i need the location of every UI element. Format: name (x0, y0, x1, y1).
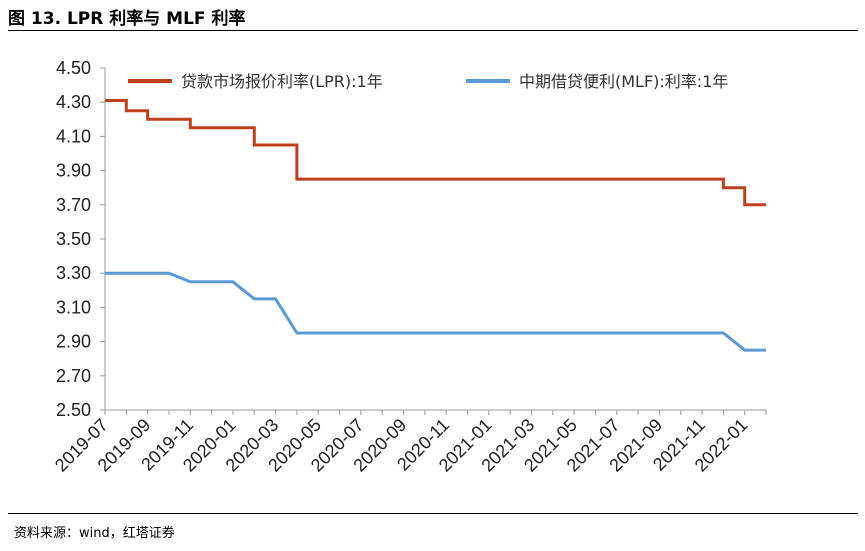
y-axis: 4.50 4.30 4.10 3.90 3.70 3.50 3.30 3.10 2.90 2.70… (56, 58, 106, 420)
y-tick-label: 2.90 (56, 332, 91, 352)
y-tick-label: 4.50 (56, 58, 91, 78)
y-tick-label: 3.50 (56, 229, 91, 249)
x-axis: 2019-072019-092019-112020-012020-032020-… (51, 409, 767, 476)
legend: 贷款市场报价利率(LPR):1年 中期借贷便利(MLF):利率:1年 (128, 72, 728, 91)
legend-label-lpr: 贷款市场报价利率(LPR):1年 (181, 72, 383, 91)
y-tick-label: 3.30 (56, 263, 91, 283)
y-tick-label: 2.70 (56, 366, 91, 386)
legend-label-mlf: 中期借贷便利(MLF):利率:1年 (519, 72, 728, 91)
series-line-lpr (105, 99, 766, 207)
bottom-rule (8, 513, 858, 514)
series-layer (105, 99, 766, 352)
series-line-mlf (105, 271, 766, 352)
y-tick-label: 3.70 (56, 195, 91, 215)
figure-title: 图 13. LPR 利率与 MLF 利率 (8, 9, 246, 29)
y-tick-label: 4.10 (56, 126, 91, 146)
y-tick-label: 3.90 (56, 161, 91, 181)
top-rule (8, 30, 858, 31)
source-note: 资料来源：wind，红塔证券 (14, 526, 175, 541)
y-tick-label: 2.50 (56, 400, 91, 420)
y-tick-label: 3.10 (56, 297, 91, 317)
y-tick-label: 4.30 (56, 92, 91, 112)
